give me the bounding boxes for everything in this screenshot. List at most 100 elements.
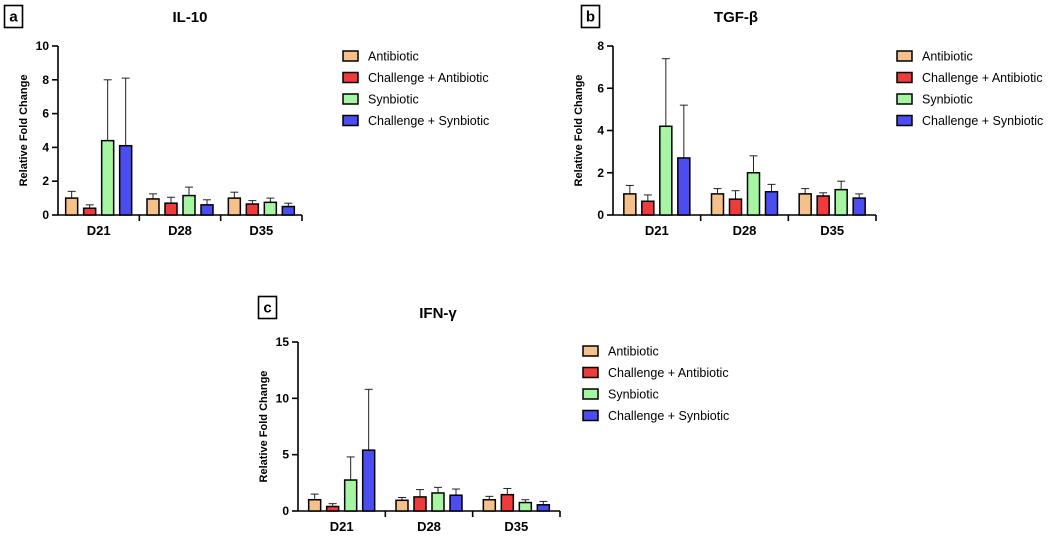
legend-swatch bbox=[896, 93, 913, 105]
y-tick-label: 0 bbox=[282, 504, 289, 518]
chart-panel-b: b TGF-β 0 2 4 6 8 Relative Fold Change D21 D28 D35… bbox=[573, 4, 1043, 238]
bar bbox=[659, 125, 673, 216]
legend-swatch bbox=[582, 388, 599, 400]
bar bbox=[245, 203, 260, 216]
panel-letter: b bbox=[586, 9, 595, 26]
y-tick-label: 15 bbox=[276, 335, 290, 349]
bar bbox=[361, 449, 376, 512]
chart-title: TGF-β bbox=[714, 9, 758, 26]
legend-label: Synbiotic bbox=[368, 93, 419, 107]
bar bbox=[164, 202, 178, 216]
panel-letter-box bbox=[257, 295, 278, 320]
legend-swatch bbox=[582, 366, 599, 379]
bar bbox=[482, 498, 497, 512]
y-tick-label: 8 bbox=[42, 73, 49, 87]
x-tick-label: D35 bbox=[504, 519, 528, 534]
bar bbox=[343, 479, 358, 512]
y-tick-label: 2 bbox=[42, 174, 49, 188]
x-tick-label: D28 bbox=[417, 519, 441, 534]
y-axis-label: Relative Fold Change bbox=[18, 75, 30, 187]
bar bbox=[852, 197, 866, 216]
y-tick-label: 10 bbox=[36, 39, 50, 53]
legend-swatch bbox=[342, 71, 359, 84]
legend-label: Challenge + Antibiotic bbox=[608, 366, 729, 380]
chart-panel-c: c IFN-γ 0 5 10 15 Relative Fold Change D21 D28 D3… bbox=[257, 295, 729, 534]
x-tick-label: D35 bbox=[249, 223, 273, 238]
bar bbox=[500, 493, 515, 512]
legend-swatch bbox=[342, 50, 359, 62]
legend-label: Synbiotic bbox=[608, 388, 659, 402]
y-tick-label: 6 bbox=[42, 107, 49, 121]
bar bbox=[325, 505, 340, 512]
legend-label: Challenge + Antibiotic bbox=[368, 71, 489, 85]
y-axis-label: Relative Fold Change bbox=[258, 371, 270, 483]
legend-swatch bbox=[582, 345, 599, 357]
bar bbox=[146, 198, 160, 216]
bar bbox=[518, 501, 533, 512]
bar bbox=[413, 496, 427, 512]
bar bbox=[710, 193, 725, 216]
legend-label: Synbiotic bbox=[922, 93, 973, 107]
x-tick-label: D21 bbox=[87, 223, 111, 238]
legend-label: Challenge + Synbiotic bbox=[922, 114, 1043, 128]
bar bbox=[449, 494, 463, 512]
y-tick-label: 0 bbox=[42, 208, 49, 222]
y-tick-label: 0 bbox=[597, 208, 604, 222]
bar bbox=[263, 201, 278, 216]
bar bbox=[200, 204, 214, 216]
bar bbox=[307, 498, 322, 512]
legend-label: Antibiotic bbox=[608, 345, 659, 359]
y-tick-label: 4 bbox=[42, 140, 49, 154]
panel-letter-box bbox=[580, 4, 601, 29]
bar bbox=[728, 198, 743, 216]
y-tick-label: 6 bbox=[597, 81, 604, 95]
chart-title: IL-10 bbox=[172, 9, 207, 26]
chart-panel-a: a IL-10 0 2 4 6 8 10 Relative Fold Change D21 D28 D… bbox=[3, 4, 489, 238]
bar bbox=[816, 195, 830, 216]
y-tick-label: 8 bbox=[597, 39, 604, 53]
bar bbox=[182, 194, 196, 216]
bar bbox=[746, 172, 761, 216]
x-tick-label: D21 bbox=[645, 223, 669, 238]
panel-letter: a bbox=[9, 9, 18, 26]
bar bbox=[798, 193, 812, 216]
legend-label: Antibiotic bbox=[368, 50, 419, 64]
legend-swatch bbox=[342, 114, 359, 127]
y-axis-label: Relative Fold Change bbox=[573, 75, 585, 187]
bar bbox=[118, 144, 133, 216]
legend-swatch bbox=[896, 71, 913, 84]
panel-letter: c bbox=[263, 300, 271, 317]
chart-title: IFN-γ bbox=[419, 305, 457, 322]
bar bbox=[82, 207, 97, 216]
bar bbox=[100, 139, 115, 216]
y-tick-label: 2 bbox=[597, 166, 604, 180]
x-tick-label: D35 bbox=[820, 223, 844, 238]
x-tick-label: D28 bbox=[168, 223, 192, 238]
legend-swatch bbox=[896, 114, 913, 127]
legend-label: Antibiotic bbox=[922, 50, 973, 64]
x-tick-label: D28 bbox=[733, 223, 757, 238]
bar bbox=[431, 492, 445, 512]
y-tick-label: 5 bbox=[282, 448, 289, 462]
bar bbox=[677, 157, 691, 216]
bar bbox=[641, 200, 655, 216]
bar bbox=[395, 499, 409, 512]
legend-label: Challenge + Synbiotic bbox=[368, 114, 489, 128]
bar bbox=[227, 197, 242, 216]
panel-letter-box bbox=[3, 4, 24, 29]
legend-swatch bbox=[582, 409, 599, 422]
y-tick-label: 4 bbox=[597, 124, 604, 138]
bar bbox=[281, 205, 296, 216]
bar bbox=[536, 504, 551, 512]
legend-label: Challenge + Synbiotic bbox=[608, 409, 729, 423]
legend-label: Challenge + Antibiotic bbox=[922, 71, 1043, 85]
bar bbox=[764, 191, 779, 216]
x-tick-label: D21 bbox=[330, 519, 354, 534]
bar bbox=[834, 188, 848, 216]
bar bbox=[623, 193, 637, 216]
bar bbox=[64, 197, 79, 216]
y-tick-label: 10 bbox=[276, 391, 290, 405]
legend-swatch bbox=[342, 93, 359, 105]
